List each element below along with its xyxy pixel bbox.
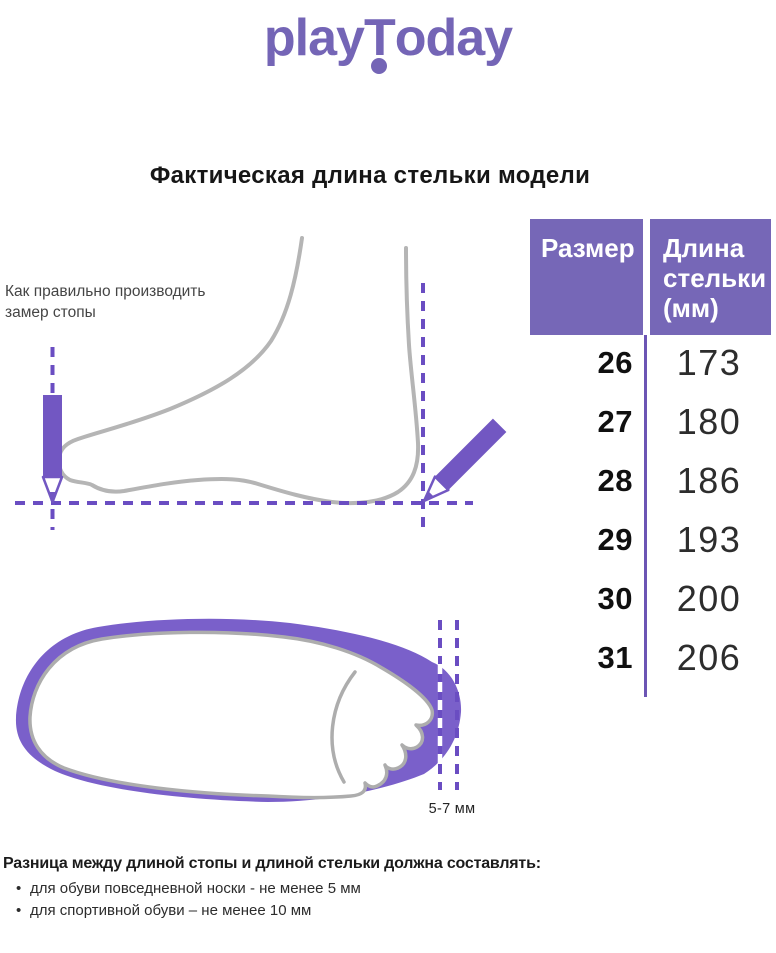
measurement-instructions-note: Как правильно производить замер стопы	[5, 283, 206, 321]
column-header-size: Размер	[530, 219, 643, 335]
length-value: 186	[676, 459, 742, 501]
footprint-outline	[28, 630, 435, 800]
foot-outline	[56, 236, 421, 506]
length-value: 206	[676, 636, 742, 678]
toe-pencil-icon	[41, 395, 64, 504]
logo-letter-t: T	[364, 0, 396, 76]
page-title: Фактическая длина стельки модели	[149, 162, 591, 189]
rules-heading: Разница между длиной стопы и длиной стел…	[3, 855, 541, 872]
difference-rules: Разница между длиной стопы и длиной стел…	[3, 855, 623, 922]
length-value: 173	[676, 341, 742, 383]
size-value: 28	[597, 462, 633, 498]
size-value: 29	[597, 521, 633, 557]
logo-dot-icon	[371, 58, 388, 74]
table-column-divider	[644, 335, 647, 697]
size-value: 27	[597, 403, 633, 439]
table-row: 28 186	[530, 451, 771, 510]
rule-everyday-shoes: для обуви повседневной носки - не менее …	[16, 878, 623, 900]
size-value: 26	[597, 344, 633, 380]
rule-sport-shoes: для спортивной обуви – не менее 10 мм	[16, 900, 623, 922]
size-value: 30	[597, 580, 633, 616]
insole-gap-label: 5-7 мм	[428, 801, 476, 817]
length-value: 200	[676, 577, 742, 619]
foot-side-view-diagram	[15, 236, 507, 533]
table-row: 30 200	[530, 569, 771, 628]
brand-logo: playT oday	[0, 0, 776, 76]
table-row: 31 206	[530, 628, 771, 687]
size-value: 31	[597, 639, 633, 675]
foot-ball-crease	[330, 670, 357, 784]
column-header-insole-length: Длина стельки (мм)	[650, 219, 771, 335]
rules-list: для обуви повседневной носки - не менее …	[3, 878, 623, 922]
length-value: 180	[676, 400, 742, 442]
table-row: 29 193	[530, 510, 771, 569]
heel-pencil-icon	[422, 418, 507, 503]
logo-text-oday: oday	[394, 9, 513, 67]
table-row: 26 173	[530, 333, 771, 392]
length-value: 193	[676, 518, 742, 560]
table-row: 27 180	[530, 392, 771, 451]
footprint-insole-diagram	[15, 618, 462, 802]
logo-text-play: play	[263, 9, 365, 67]
